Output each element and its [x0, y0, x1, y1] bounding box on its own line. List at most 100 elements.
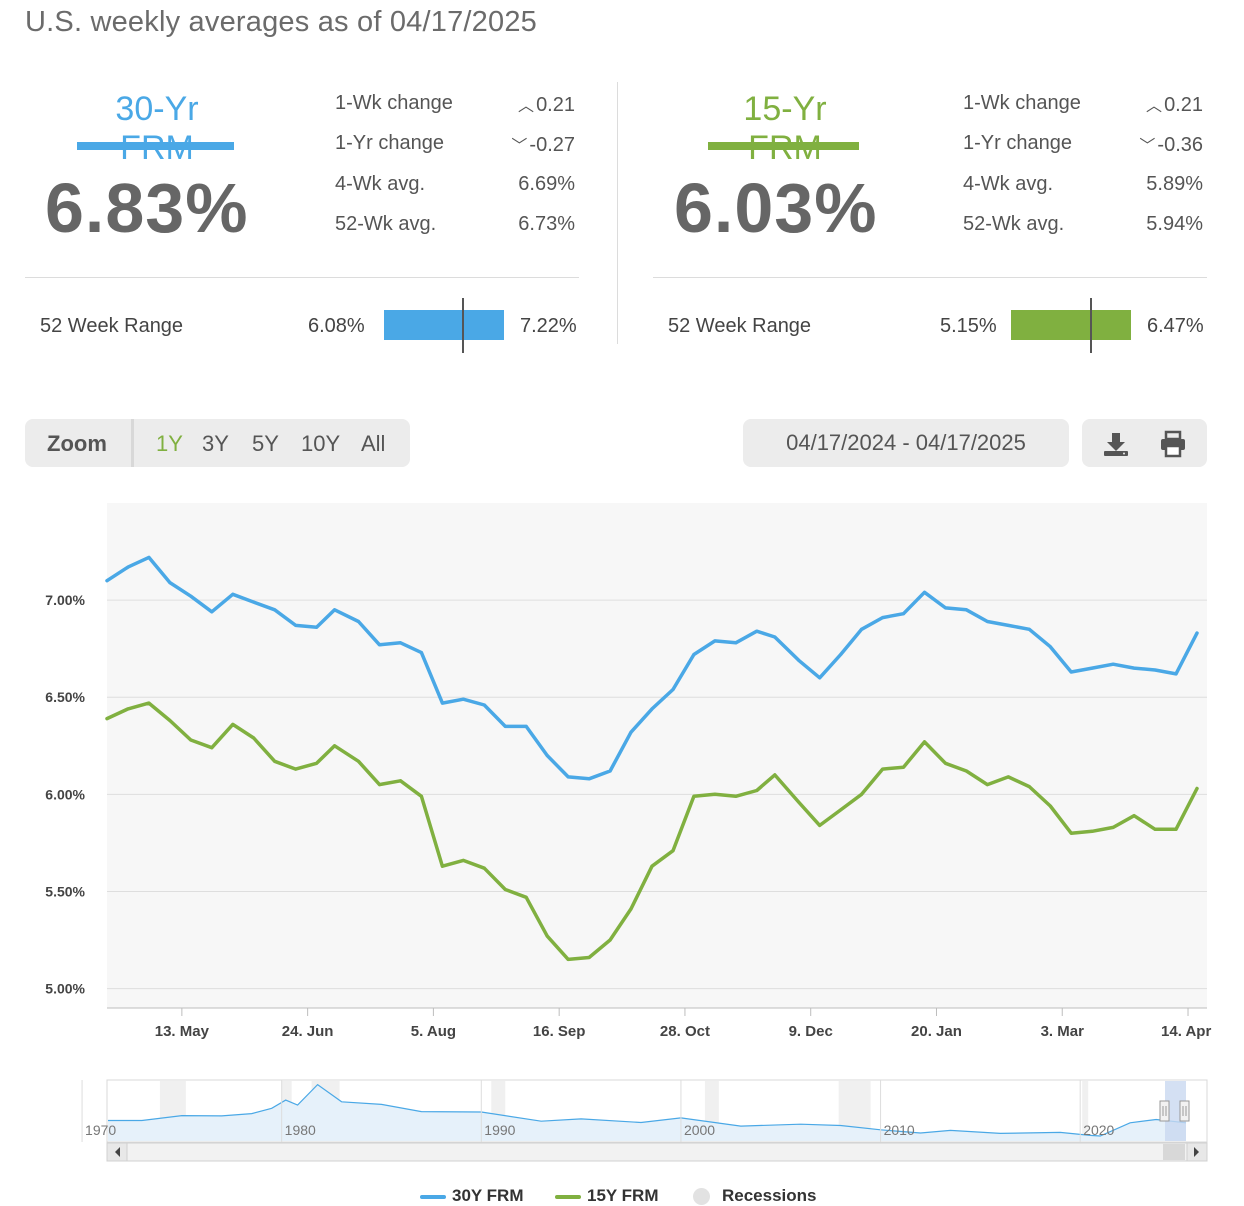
data-point-30y-frm[interactable] [168, 581, 172, 585]
data-point-30y-frm[interactable] [398, 641, 402, 645]
data-point-30y-frm[interactable] [545, 754, 549, 757]
data-point-15y-frm[interactable] [629, 907, 633, 911]
data-point-30y-frm[interactable] [1195, 631, 1199, 635]
data-point-15y-frm[interactable] [713, 792, 717, 796]
data-point-30y-frm[interactable] [1132, 666, 1136, 670]
navigator-selection[interactable] [1165, 1081, 1186, 1141]
data-point-15y-frm[interactable] [1069, 831, 1073, 835]
data-point-30y-frm[interactable] [273, 608, 277, 612]
scrollbar-thumb[interactable] [1163, 1144, 1185, 1160]
data-point-15y-frm[interactable] [294, 767, 298, 771]
data-point-15y-frm[interactable] [797, 800, 801, 804]
download-icon[interactable] [1101, 429, 1131, 459]
data-point-30y-frm[interactable] [503, 724, 507, 728]
navigator-handle-right[interactable] [1179, 1100, 1190, 1122]
data-point-30y-frm[interactable] [105, 579, 109, 583]
data-point-15y-frm[interactable] [440, 864, 444, 868]
data-point-30y-frm[interactable] [923, 590, 926, 594]
data-point-30y-frm[interactable] [333, 608, 337, 612]
data-point-30y-frm[interactable] [315, 625, 319, 629]
data-point-30y-frm[interactable] [773, 635, 777, 639]
data-point-15y-frm[interactable] [881, 767, 885, 771]
data-point-30y-frm[interactable] [734, 641, 738, 645]
data-point-15y-frm[interactable] [252, 736, 256, 740]
date-range-input[interactable]: 04/17/2024 - 04/17/2025 [743, 419, 1069, 467]
data-point-15y-frm[interactable] [943, 761, 947, 765]
data-point-30y-frm[interactable] [1048, 645, 1052, 649]
data-point-30y-frm[interactable] [587, 777, 591, 781]
data-point-30y-frm[interactable] [482, 703, 486, 707]
data-point-30y-frm[interactable] [650, 707, 654, 711]
data-point-15y-frm[interactable] [333, 744, 337, 748]
data-point-15y-frm[interactable] [126, 707, 130, 711]
data-point-15y-frm[interactable] [1090, 829, 1094, 833]
data-point-30y-frm[interactable] [860, 627, 864, 631]
data-point-15y-frm[interactable] [419, 794, 423, 798]
data-point-15y-frm[interactable] [147, 701, 151, 705]
data-point-15y-frm[interactable] [671, 849, 675, 853]
data-point-15y-frm[interactable] [1195, 787, 1199, 791]
data-point-30y-frm[interactable] [1006, 623, 1010, 627]
data-point-30y-frm[interactable] [440, 701, 444, 705]
data-point-30y-frm[interactable] [797, 658, 801, 662]
data-point-30y-frm[interactable] [1174, 672, 1178, 676]
data-point-15y-frm[interactable] [482, 866, 486, 870]
data-point-15y-frm[interactable] [755, 788, 759, 792]
data-point-30y-frm[interactable] [1090, 666, 1094, 670]
data-point-30y-frm[interactable] [378, 643, 381, 647]
data-point-30y-frm[interactable] [461, 697, 465, 701]
data-point-30y-frm[interactable] [713, 639, 717, 643]
data-point-30y-frm[interactable] [524, 724, 528, 728]
data-point-15y-frm[interactable] [398, 779, 402, 783]
scroll-left-button[interactable] [106, 1142, 128, 1162]
data-point-15y-frm[interactable] [650, 864, 654, 868]
data-point-30y-frm[interactable] [147, 555, 151, 559]
scroll-right-button[interactable] [1186, 1142, 1208, 1162]
data-point-15y-frm[interactable] [524, 895, 528, 899]
data-point-15y-frm[interactable] [692, 794, 696, 798]
data-point-30y-frm[interactable] [294, 623, 298, 627]
data-point-15y-frm[interactable] [545, 934, 549, 938]
data-point-15y-frm[interactable] [315, 761, 319, 765]
zoom-5y-button[interactable]: 5Y [252, 431, 279, 456]
print-icon[interactable] [1158, 429, 1188, 459]
data-point-30y-frm[interactable] [755, 629, 759, 633]
data-point-15y-frm[interactable] [1027, 785, 1031, 789]
zoom-1y-button[interactable]: 1Y [156, 431, 183, 456]
legend-item-15y[interactable]: 15Y FRM [555, 1186, 659, 1206]
data-point-15y-frm[interactable] [1048, 804, 1052, 808]
data-point-30y-frm[interactable] [1027, 627, 1031, 631]
zoom-3y-button[interactable]: 3Y [202, 431, 229, 456]
data-point-15y-frm[interactable] [503, 888, 507, 892]
data-point-15y-frm[interactable] [608, 938, 612, 942]
data-point-15y-frm[interactable] [902, 765, 906, 769]
data-point-15y-frm[interactable] [734, 794, 738, 798]
data-point-15y-frm[interactable] [860, 792, 864, 796]
data-point-30y-frm[interactable] [210, 610, 214, 614]
data-point-15y-frm[interactable] [923, 740, 926, 744]
legend-item-30y[interactable]: 30Y FRM [420, 1186, 524, 1206]
data-point-15y-frm[interactable] [985, 783, 989, 787]
data-point-15y-frm[interactable] [818, 823, 822, 827]
navigator-handle-left[interactable] [1159, 1100, 1170, 1122]
data-point-30y-frm[interactable] [818, 676, 822, 680]
data-point-15y-frm[interactable] [357, 759, 361, 763]
data-point-15y-frm[interactable] [1132, 814, 1136, 818]
data-point-15y-frm[interactable] [1174, 827, 1178, 831]
data-point-30y-frm[interactable] [881, 616, 885, 620]
data-point-15y-frm[interactable] [231, 722, 235, 726]
zoom-10y-button[interactable]: 10Y [301, 431, 341, 456]
data-point-30y-frm[interactable] [231, 592, 235, 596]
data-point-15y-frm[interactable] [378, 783, 381, 787]
data-point-15y-frm[interactable] [964, 769, 968, 773]
data-point-15y-frm[interactable] [839, 808, 843, 812]
data-point-30y-frm[interactable] [964, 608, 968, 612]
data-point-15y-frm[interactable] [587, 956, 591, 959]
data-point-30y-frm[interactable] [671, 687, 675, 691]
data-point-15y-frm[interactable] [566, 957, 570, 961]
data-point-30y-frm[interactable] [1153, 668, 1157, 672]
data-point-30y-frm[interactable] [902, 612, 906, 616]
data-point-15y-frm[interactable] [168, 719, 172, 723]
data-point-15y-frm[interactable] [189, 738, 193, 742]
legend-item-recessions[interactable]: Recessions [693, 1186, 817, 1206]
